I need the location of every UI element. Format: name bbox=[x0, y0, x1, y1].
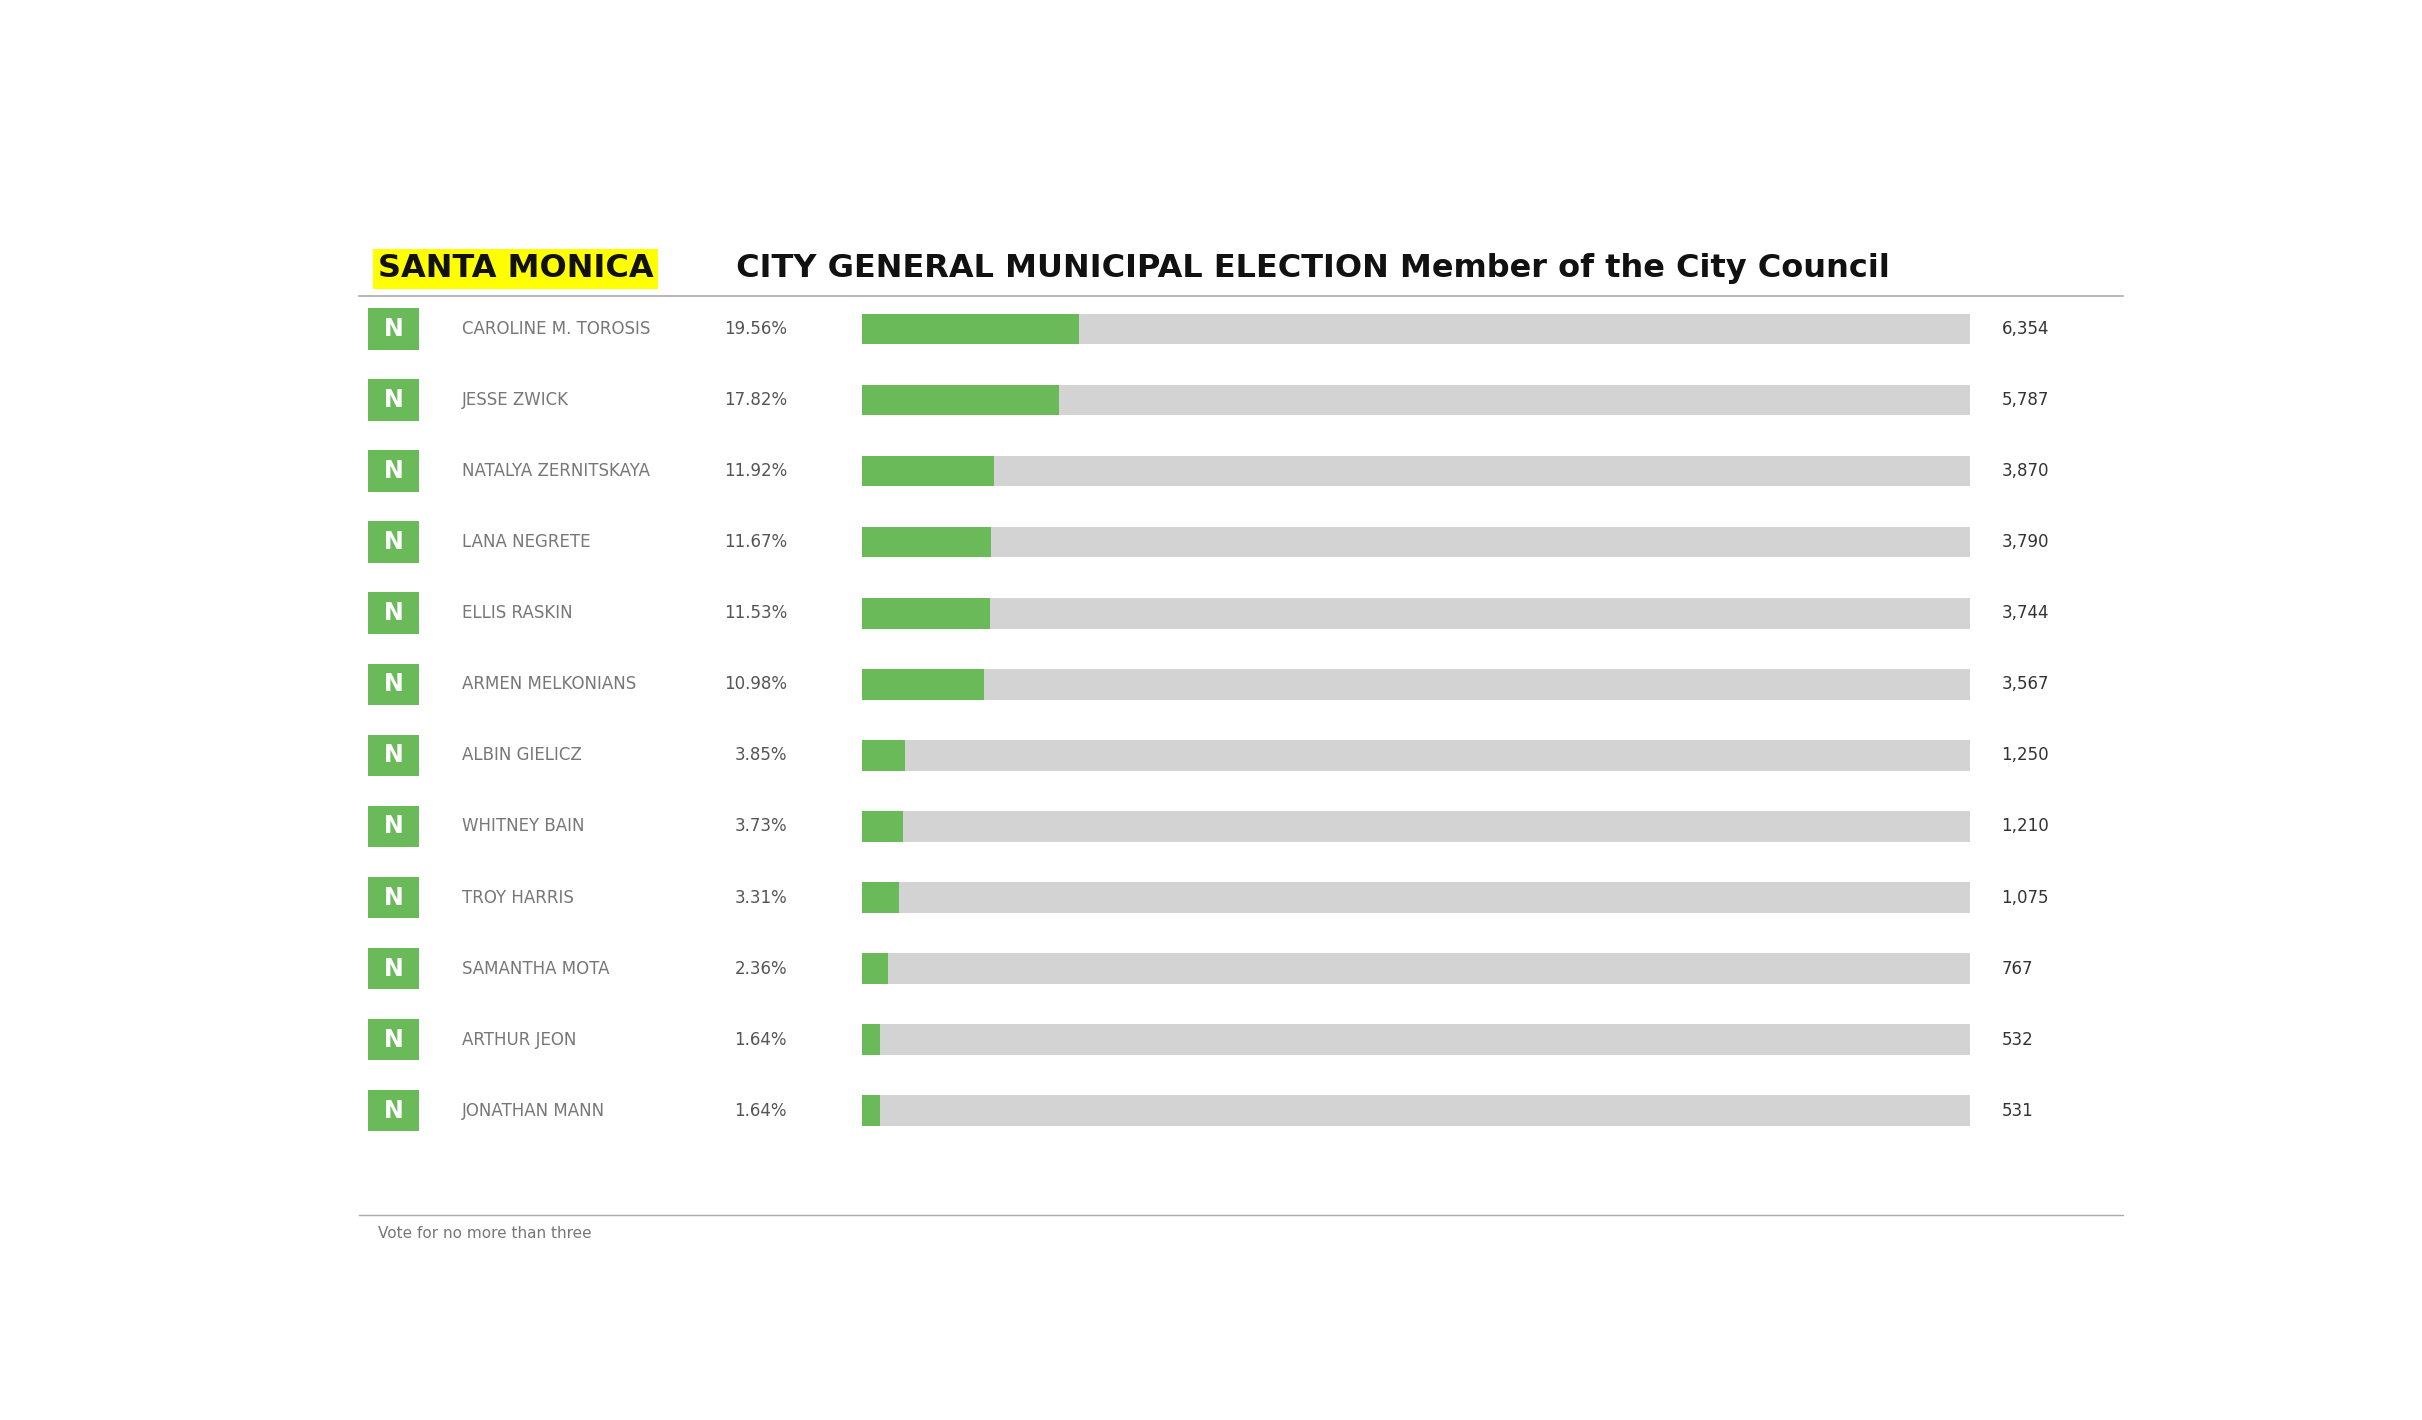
Text: ALBIN GIELICZ: ALBIN GIELICZ bbox=[463, 747, 581, 764]
FancyBboxPatch shape bbox=[862, 740, 1969, 771]
Text: N: N bbox=[385, 317, 404, 341]
Text: 19.56%: 19.56% bbox=[724, 320, 787, 338]
Text: CITY GENERAL MUNICIPAL ELECTION Member of the City Council: CITY GENERAL MUNICIPAL ELECTION Member o… bbox=[724, 253, 1889, 284]
Text: N: N bbox=[385, 672, 404, 696]
FancyBboxPatch shape bbox=[862, 456, 1969, 487]
FancyBboxPatch shape bbox=[862, 811, 903, 842]
Text: CAROLINE M. TOROSIS: CAROLINE M. TOROSIS bbox=[463, 320, 652, 338]
Text: 11.67%: 11.67% bbox=[724, 532, 787, 551]
FancyBboxPatch shape bbox=[862, 1024, 1969, 1055]
FancyBboxPatch shape bbox=[862, 669, 983, 700]
Text: SANTA MONICA: SANTA MONICA bbox=[378, 253, 654, 284]
Text: JONATHAN MANN: JONATHAN MANN bbox=[463, 1102, 606, 1120]
FancyBboxPatch shape bbox=[368, 947, 419, 990]
Text: N: N bbox=[385, 601, 404, 625]
FancyBboxPatch shape bbox=[368, 663, 419, 706]
Text: N: N bbox=[385, 815, 404, 838]
Text: N: N bbox=[385, 957, 404, 981]
Text: 1,210: 1,210 bbox=[2001, 818, 2049, 835]
FancyBboxPatch shape bbox=[862, 1095, 879, 1126]
Text: N: N bbox=[385, 388, 404, 412]
FancyBboxPatch shape bbox=[368, 521, 419, 562]
Text: 3.31%: 3.31% bbox=[734, 889, 787, 906]
Text: TROY HARRIS: TROY HARRIS bbox=[463, 889, 574, 906]
Text: ARMEN MELKONIANS: ARMEN MELKONIANS bbox=[463, 676, 637, 693]
FancyBboxPatch shape bbox=[862, 527, 991, 558]
FancyBboxPatch shape bbox=[368, 1091, 419, 1132]
FancyBboxPatch shape bbox=[368, 450, 419, 491]
FancyBboxPatch shape bbox=[862, 953, 1969, 984]
Text: SAMANTHA MOTA: SAMANTHA MOTA bbox=[463, 960, 610, 977]
FancyBboxPatch shape bbox=[862, 882, 899, 913]
FancyBboxPatch shape bbox=[862, 811, 1969, 842]
Text: Vote for no more than three: Vote for no more than three bbox=[378, 1225, 591, 1241]
FancyBboxPatch shape bbox=[862, 740, 906, 771]
Text: N: N bbox=[385, 743, 404, 767]
FancyBboxPatch shape bbox=[862, 314, 1078, 344]
FancyBboxPatch shape bbox=[862, 456, 993, 487]
Text: 17.82%: 17.82% bbox=[724, 391, 787, 409]
Text: N: N bbox=[385, 530, 404, 554]
FancyBboxPatch shape bbox=[862, 598, 991, 629]
Text: 1.64%: 1.64% bbox=[734, 1102, 787, 1120]
FancyBboxPatch shape bbox=[862, 314, 1969, 344]
Text: 1.64%: 1.64% bbox=[734, 1031, 787, 1048]
FancyBboxPatch shape bbox=[862, 882, 1969, 913]
FancyBboxPatch shape bbox=[368, 592, 419, 633]
Text: N: N bbox=[385, 1028, 404, 1052]
FancyBboxPatch shape bbox=[368, 1020, 419, 1061]
FancyBboxPatch shape bbox=[862, 385, 1969, 415]
FancyBboxPatch shape bbox=[862, 527, 1969, 558]
FancyBboxPatch shape bbox=[862, 1095, 1969, 1126]
Text: N: N bbox=[385, 1099, 404, 1123]
Text: WHITNEY BAIN: WHITNEY BAIN bbox=[463, 818, 584, 835]
FancyBboxPatch shape bbox=[368, 379, 419, 420]
FancyBboxPatch shape bbox=[368, 308, 419, 349]
Text: 1,075: 1,075 bbox=[2001, 889, 2049, 906]
Text: 10.98%: 10.98% bbox=[724, 676, 787, 693]
FancyBboxPatch shape bbox=[368, 734, 419, 777]
Text: N: N bbox=[385, 459, 404, 483]
FancyBboxPatch shape bbox=[368, 805, 419, 848]
Text: 11.92%: 11.92% bbox=[724, 462, 787, 480]
Text: 3,790: 3,790 bbox=[2001, 532, 2049, 551]
Text: 3.73%: 3.73% bbox=[734, 818, 787, 835]
Text: NATALYA ZERNITSKAYA: NATALYA ZERNITSKAYA bbox=[463, 462, 649, 480]
FancyBboxPatch shape bbox=[862, 953, 889, 984]
FancyBboxPatch shape bbox=[368, 876, 419, 919]
Text: 6,354: 6,354 bbox=[2001, 320, 2049, 338]
FancyBboxPatch shape bbox=[862, 385, 1058, 415]
Text: 3,870: 3,870 bbox=[2001, 462, 2049, 480]
Text: 2.36%: 2.36% bbox=[734, 960, 787, 977]
Text: LANA NEGRETE: LANA NEGRETE bbox=[463, 532, 591, 551]
Text: ELLIS RASKIN: ELLIS RASKIN bbox=[463, 605, 574, 622]
Text: 1,250: 1,250 bbox=[2001, 747, 2049, 764]
Text: 5,787: 5,787 bbox=[2001, 391, 2049, 409]
Text: 767: 767 bbox=[2001, 960, 2032, 977]
Text: JESSE ZWICK: JESSE ZWICK bbox=[463, 391, 569, 409]
Text: N: N bbox=[385, 886, 404, 910]
Text: 532: 532 bbox=[2001, 1031, 2032, 1048]
Text: ARTHUR JEON: ARTHUR JEON bbox=[463, 1031, 576, 1048]
Text: 3,567: 3,567 bbox=[2001, 676, 2049, 693]
FancyBboxPatch shape bbox=[862, 1024, 879, 1055]
Text: 531: 531 bbox=[2001, 1102, 2032, 1120]
Text: 3,744: 3,744 bbox=[2001, 605, 2049, 622]
Text: 3.85%: 3.85% bbox=[734, 747, 787, 764]
FancyBboxPatch shape bbox=[862, 669, 1969, 700]
FancyBboxPatch shape bbox=[862, 598, 1969, 629]
Text: 11.53%: 11.53% bbox=[724, 605, 787, 622]
